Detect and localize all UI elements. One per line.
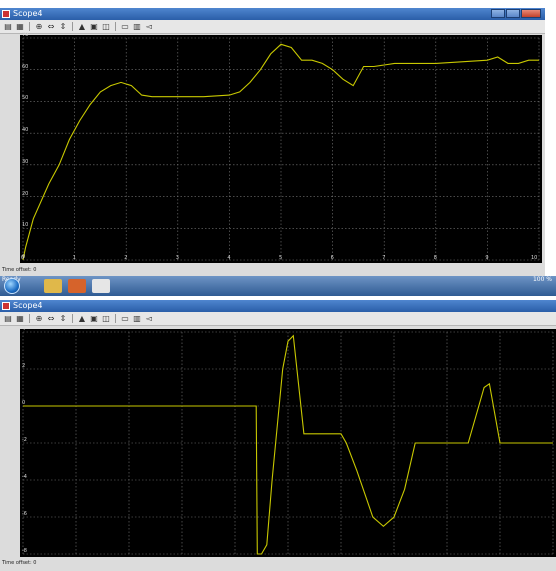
autoscale-icon[interactable]: ▲ xyxy=(78,21,86,31)
x-tick-label: 9 xyxy=(485,255,489,261)
zoom-x-icon[interactable]: ⇔ xyxy=(47,21,55,31)
scope-window-top: Scope4 ▤ ▦ ⊕ ⇔ ⇕ ▲ ▣ ◫ ▭ ▥ ◅ 0 10 20 30 40 50… xyxy=(0,8,545,276)
lock-axes-icon[interactable]: ▥ xyxy=(133,21,141,31)
floating-scope-icon[interactable]: ▭ xyxy=(121,313,129,323)
toolbar-separator xyxy=(115,22,116,31)
y-tick-label: 60 xyxy=(22,63,29,70)
y-tick-label: 70 xyxy=(22,32,29,38)
scope-plot-bottom[interactable]: 4 2 0 -2 -4 -6 -8 xyxy=(20,326,556,557)
maximize-button[interactable] xyxy=(506,9,520,18)
restore-axes-icon[interactable]: ◫ xyxy=(102,313,110,323)
zoom-level: 100 % xyxy=(532,276,552,283)
scope-app-icon xyxy=(2,10,10,18)
taskbar-folder-icon[interactable] xyxy=(44,279,62,293)
y-tick-label: -2 xyxy=(22,437,27,443)
title-bar[interactable]: Scope4 xyxy=(0,300,556,312)
taskbar: Ready 100 % xyxy=(0,276,556,296)
y-tick-label: 2 xyxy=(22,363,26,369)
toolbar-separator xyxy=(29,22,30,31)
time-offset-status: Time offset: 0 xyxy=(2,560,37,566)
toolbar-separator xyxy=(72,22,73,31)
print-icon[interactable]: ▤ xyxy=(4,21,12,31)
y-tick-label: 50 xyxy=(22,95,29,102)
scope-axes xyxy=(22,331,554,555)
y-tick-label: 0 xyxy=(22,254,26,260)
floating-scope-icon[interactable]: ▭ xyxy=(121,21,129,31)
y-tick-label: -6 xyxy=(22,511,27,517)
x-tick-label: 2 xyxy=(124,255,128,261)
print-icon[interactable]: ▤ xyxy=(4,313,12,323)
y-tick-label: 20 xyxy=(22,190,29,197)
window-title: Scope4 xyxy=(13,9,43,18)
window-title: Scope4 xyxy=(13,301,43,310)
x-tick-label: 7 xyxy=(382,255,386,261)
toolbar-separator xyxy=(72,314,73,323)
y-tick-label: -8 xyxy=(22,548,27,554)
y-tick-label: 40 xyxy=(22,127,29,134)
x-tick-label: 5 xyxy=(279,255,283,261)
x-tick-label: 3 xyxy=(175,255,179,261)
y-tick-label: 0 xyxy=(22,400,26,406)
signal-selection-icon[interactable]: ◅ xyxy=(145,313,153,323)
autoscale-icon[interactable]: ▲ xyxy=(78,313,86,323)
signal-selection-icon[interactable]: ◅ xyxy=(145,21,153,31)
scope-axes xyxy=(22,37,540,261)
time-offset-status: Time offset: 0 xyxy=(2,267,37,273)
taskbar-media-icon[interactable] xyxy=(68,279,86,293)
zoom-in-icon[interactable]: ⊕ xyxy=(35,21,43,31)
y-tick-label: -4 xyxy=(22,474,27,480)
scope-toolbar: ▤ ▦ ⊕ ⇔ ⇕ ▲ ▣ ◫ ▭ ▥ ◅ xyxy=(0,20,545,34)
y-tick-label: 4 xyxy=(22,326,26,332)
toolbar-separator xyxy=(115,314,116,323)
zoom-y-icon[interactable]: ⇕ xyxy=(59,21,67,31)
window-controls xyxy=(491,9,541,19)
minimize-button[interactable] xyxy=(491,9,505,18)
signal-line xyxy=(22,43,539,261)
parameters-icon[interactable]: ▦ xyxy=(16,21,24,31)
parameters-icon[interactable]: ▦ xyxy=(16,313,24,323)
zoom-in-icon[interactable]: ⊕ xyxy=(35,313,43,323)
scope-app-icon xyxy=(2,302,10,310)
signal-line xyxy=(23,334,553,555)
start-icon[interactable] xyxy=(4,278,20,294)
x-tick-label: 10 xyxy=(531,255,538,261)
y-tick-label: 30 xyxy=(22,158,29,165)
x-tick-label: 6 xyxy=(330,255,334,261)
y-tick-label: 10 xyxy=(22,222,29,229)
scope-plot-top[interactable]: 0 10 20 30 40 50 60 70 0 1 2 3 4 5 6 7 8 9 10 xyxy=(20,32,542,263)
x-tick-label: 8 xyxy=(433,255,437,261)
scope-toolbar: ▤ ▦ ⊕ ⇔ ⇕ ▲ ▣ ◫ ▭ ▥ ◅ xyxy=(0,312,556,326)
scope-window-bottom: Scope4 ▤ ▦ ⊕ ⇔ ⇕ ▲ ▣ ◫ ▭ ▥ ◅ 4 2 0 -2 -4 -6 -8… xyxy=(0,300,556,571)
x-tick-label: 4 xyxy=(227,255,231,261)
taskbar-matlab-icon[interactable] xyxy=(92,279,110,293)
toolbar-separator xyxy=(29,314,30,323)
title-bar[interactable]: Scope4 xyxy=(0,8,545,20)
lock-axes-icon[interactable]: ▥ xyxy=(133,313,141,323)
save-axes-icon[interactable]: ▣ xyxy=(90,313,98,323)
x-tick-label: 0 xyxy=(21,255,25,261)
zoom-y-icon[interactable]: ⇕ xyxy=(59,313,67,323)
save-axes-icon[interactable]: ▣ xyxy=(90,21,98,31)
restore-axes-icon[interactable]: ◫ xyxy=(102,21,110,31)
zoom-x-icon[interactable]: ⇔ xyxy=(47,313,55,323)
close-button[interactable] xyxy=(521,9,541,18)
x-tick-label: 1 xyxy=(72,255,76,261)
